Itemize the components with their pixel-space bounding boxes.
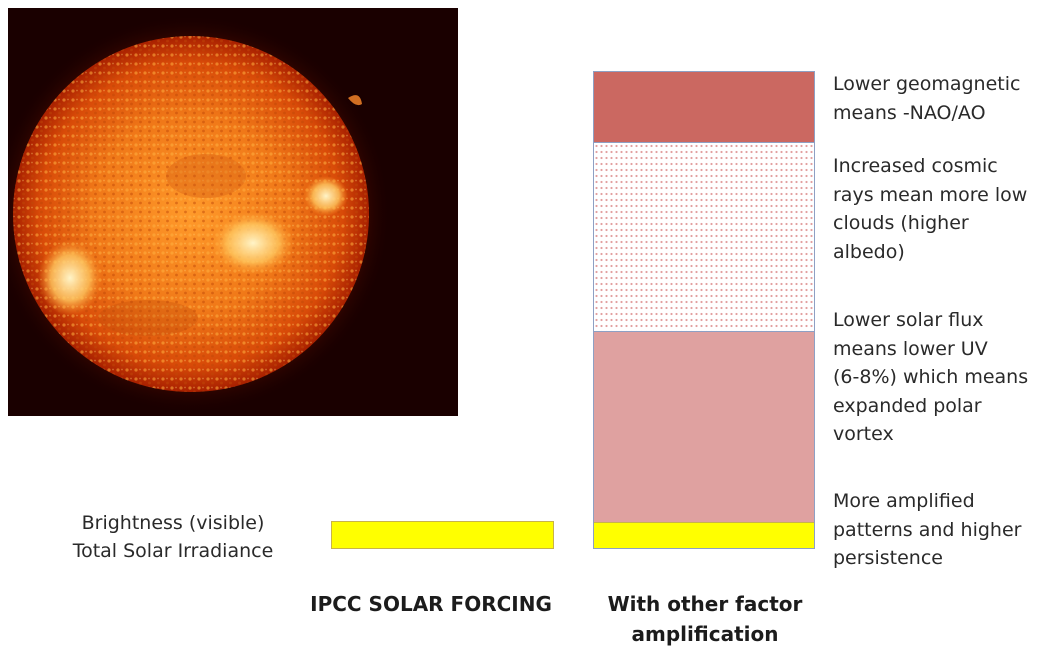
uv-polar-vortex-segment [594,332,814,522]
note-line: means lower UV [833,337,988,360]
geomagnetic-segment [594,72,814,142]
note-line: Lower solar flux [833,309,984,331]
note-geomagnetic: Lower geomagnetic means -NAO/AO [833,70,1058,127]
note-line: (6-8%) which means [833,366,1029,388]
note-uv: Lower solar flux means lower UV (6-8%) w… [833,306,1058,449]
ipcc-column-label-text: IPCC SOLAR FORCING [310,592,552,616]
note-line: albedo) [833,240,905,263]
note-line: means -NAO/AO [833,101,986,124]
tsi-segment [594,522,814,548]
note-line: rays mean more low [833,183,1028,206]
note-cosmic-rays: Increased cosmic rays mean more low clou… [833,152,1058,266]
cosmic-ray-cloud-segment [594,142,814,332]
sun-photo [8,8,458,416]
brightness-label-line1: Brightness (visible) [81,512,265,534]
note-line: vortex [833,423,894,445]
amplified-forcing-stack [593,71,815,549]
ipcc-column-label: IPCC SOLAR FORCING [296,589,566,619]
note-line: Lower geomagnetic [833,73,1021,95]
brightness-label: Brightness (visible) Total Solar Irradia… [38,509,308,565]
note-amplified-patterns: More amplified patterns and higher persi… [833,487,1058,573]
note-line: expanded polar [833,394,982,417]
note-line: Increased cosmic [833,155,998,177]
amplification-label-line1: With other factor [607,592,803,616]
note-line: persistence [833,547,943,569]
note-line: patterns and higher [833,518,1022,541]
ipcc-solar-forcing-bar [331,521,554,549]
note-line: More amplified [833,490,975,512]
brightness-label-line2: Total Solar Irradiance [72,540,274,562]
amplification-column-label: With other factor amplification [585,589,825,649]
amplification-label-line2: amplification [631,622,779,646]
note-line: clouds (higher [833,212,969,234]
